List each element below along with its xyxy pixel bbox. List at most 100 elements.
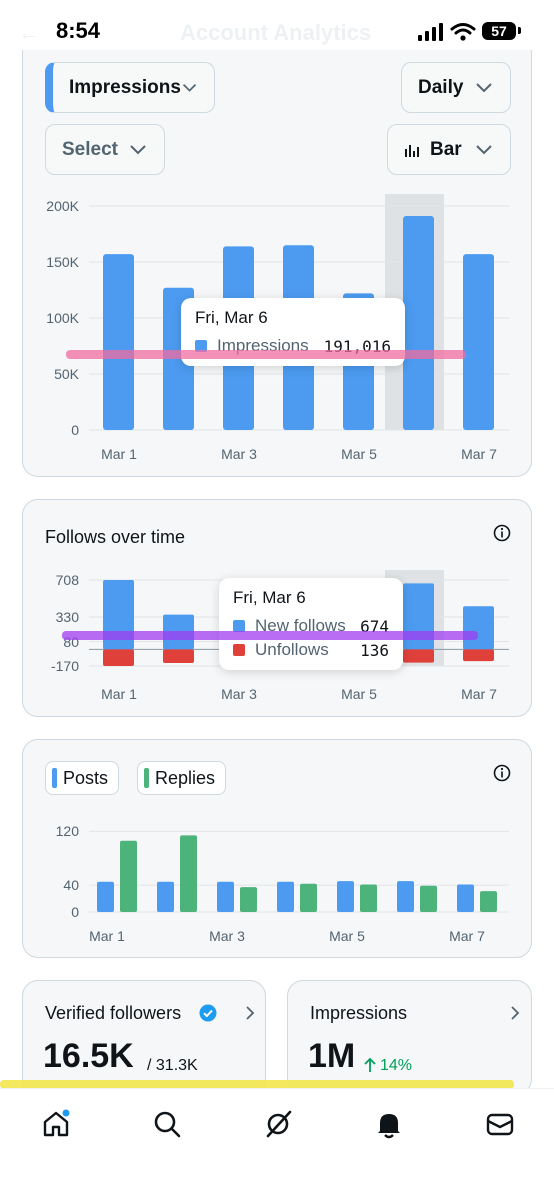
legend-label-posts: Posts: [63, 767, 109, 788]
x-tick-label: Mar 3: [221, 686, 257, 702]
replies-bar[interactable]: [300, 883, 317, 912]
legend-label-replies: Replies: [155, 767, 216, 788]
period-dropdown[interactable]: Daily: [401, 62, 511, 113]
impressions-bar[interactable]: [103, 254, 134, 430]
compare-dropdown[interactable]: Select: [45, 124, 165, 175]
tooltip-series-value: 674: [360, 616, 389, 636]
tooltip-series-name: New follows: [255, 616, 346, 635]
battery-icon: 57: [482, 22, 516, 40]
purple-highlight-mark: [62, 631, 478, 640]
home-icon[interactable]: [41, 1109, 71, 1139]
unfollows-bar[interactable]: [463, 649, 494, 662]
tooltip-series-value: 136: [360, 640, 389, 660]
bottom-tab-bar: [0, 1088, 554, 1199]
legend-chip-replies[interactable]: Replies: [137, 761, 227, 795]
verified-badge-icon: [199, 1004, 217, 1022]
chevron-down-icon: [130, 144, 146, 154]
search-icon[interactable]: [152, 1109, 182, 1139]
y-tick-label: 0: [71, 904, 79, 920]
chevron-right-icon: [246, 1006, 255, 1020]
verified-followers-total: / 31.3K: [147, 1057, 198, 1074]
chevron-down-icon: [476, 144, 492, 154]
chevron-down-icon: [476, 82, 492, 92]
impressions-summary-title: Impressions: [310, 1003, 408, 1023]
bar-chart-icon: [405, 144, 419, 157]
replies-bar[interactable]: [240, 887, 257, 912]
info-icon[interactable]: [493, 524, 511, 542]
page-title: Account Analytics: [180, 20, 372, 45]
follows-chart-card: Follows over time Fri, Mar 6 New follows…: [22, 499, 532, 717]
y-tick-label: 200K: [46, 198, 79, 214]
replies-bar[interactable]: [480, 891, 497, 912]
new-follows-bar[interactable]: [463, 606, 494, 650]
chart-type-dropdown[interactable]: Bar: [387, 124, 511, 175]
pink-highlight-mark: [66, 350, 466, 359]
y-tick-label: 120: [55, 823, 79, 840]
replies-bar[interactable]: [120, 840, 137, 912]
replies-bar[interactable]: [180, 835, 197, 912]
posts-bar[interactable]: [157, 881, 174, 912]
posts-bar[interactable]: [277, 881, 294, 912]
chevron-right-icon: [511, 1006, 520, 1020]
x-tick-label: Mar 1: [89, 928, 125, 944]
impressions-bar-chart[interactable]: [23, 190, 533, 490]
x-tick-label: Mar 5: [329, 928, 365, 944]
follows-card-title: Follows over time: [45, 527, 186, 547]
tooltip-row: New follows 674: [233, 616, 389, 636]
grok-icon[interactable]: [263, 1109, 293, 1139]
battery-tip: [518, 27, 521, 34]
signal-icon: [418, 23, 443, 41]
back-arrow-icon[interactable]: ←: [18, 20, 40, 45]
messages-icon[interactable]: [485, 1109, 515, 1139]
impressions-bar[interactable]: [463, 254, 494, 430]
tooltip-row: Unfollows 136: [233, 640, 389, 660]
new-follows-swatch: [233, 620, 245, 632]
wifi-icon: [450, 23, 476, 41]
impressions-summary-value: 1M: [308, 1037, 356, 1075]
impressions-chart-card: Impressions Daily Select Bar Fri, Mar 6 …: [22, 50, 532, 477]
y-tick-label: 0: [71, 422, 79, 438]
y-tick-label: 330: [55, 609, 79, 626]
impressions-swatch: [195, 340, 207, 352]
info-icon[interactable]: [493, 764, 511, 782]
x-tick-label: Mar 5: [341, 446, 377, 462]
chevron-down-icon: [182, 83, 197, 92]
replies-bar[interactable]: [360, 884, 377, 912]
x-tick-label: Mar 5: [341, 686, 377, 702]
unfollows-bar[interactable]: [403, 649, 434, 663]
x-tick-label: Mar 7: [461, 446, 497, 462]
unfollows-bar[interactable]: [163, 649, 194, 664]
metric-dropdown[interactable]: Impressions: [45, 62, 215, 113]
replies-bar[interactable]: [420, 885, 437, 912]
y-tick-label: 100K: [46, 310, 79, 326]
tooltip-series-name: Unfollows: [255, 640, 329, 659]
y-tick-label: -170: [50, 658, 79, 674]
unfollows-swatch: [233, 644, 245, 656]
posts-bar[interactable]: [97, 881, 114, 912]
y-tick-label: 150K: [46, 254, 79, 270]
legend-chip-posts[interactable]: Posts: [45, 761, 120, 795]
status-time: 8:54: [56, 18, 101, 43]
posts-bar[interactable]: [217, 881, 234, 912]
impressions-summary-card[interactable]: Impressions 1M 14%: [287, 980, 532, 1095]
notifications-icon[interactable]: [374, 1109, 404, 1139]
y-tick-label: 40: [63, 877, 79, 894]
posts-bar[interactable]: [457, 884, 474, 912]
replies-swatch: [144, 768, 149, 788]
period-dropdown-label: Daily: [418, 76, 464, 98]
y-tick-label: 708: [55, 572, 79, 588]
posts-replies-bar-chart[interactable]: [23, 818, 533, 928]
status-icons: 57: [418, 20, 528, 44]
impressions-bar[interactable]: [403, 216, 434, 430]
y-tick-label: 50K: [54, 366, 79, 382]
follows-tooltip: Fri, Mar 6 New follows 674 Unfollows 136: [219, 578, 403, 670]
verified-followers-title: Verified followers: [45, 1003, 182, 1023]
tooltip-date: Fri, Mar 6: [195, 308, 268, 327]
unfollows-bar[interactable]: [103, 649, 134, 666]
impressions-change: 14%: [380, 1057, 413, 1074]
posts-bar[interactable]: [397, 881, 414, 912]
tooltip-date: Fri, Mar 6: [233, 588, 306, 607]
posts-bar[interactable]: [337, 881, 354, 912]
x-tick-label: Mar 1: [101, 686, 137, 702]
verified-followers-card[interactable]: Verified followers 16.5K / 31.3K: [22, 980, 266, 1095]
